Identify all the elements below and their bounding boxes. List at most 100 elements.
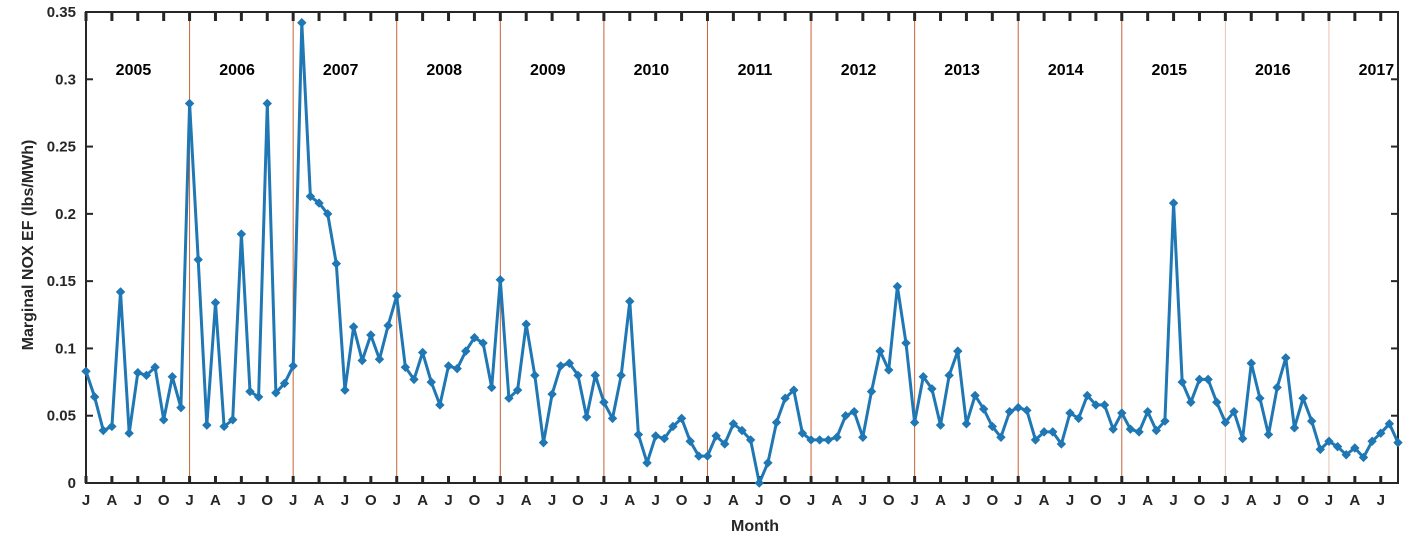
data-point [668, 421, 678, 432]
year-labels: 2005 2006 2007 2008 2009 2010 2011 2012 2013 2014… [116, 62, 1395, 79]
data-point [1289, 423, 1300, 433]
data-point [1022, 405, 1032, 416]
x-tick-label: A [1246, 492, 1257, 509]
data-point [1229, 406, 1239, 417]
data-point [279, 378, 290, 389]
data-point [461, 346, 471, 356]
x-tick-label: J [807, 492, 815, 509]
data-point [400, 362, 411, 372]
data-point [504, 393, 514, 403]
data-point [392, 291, 402, 301]
data-point [452, 363, 462, 374]
data-point [1393, 437, 1403, 448]
y-tick-label: 0.3 [55, 71, 76, 88]
x-tick-label: O [158, 492, 170, 509]
data-point [754, 478, 764, 488]
y-tick-label: 0.05 [47, 408, 76, 425]
data-point [1186, 397, 1196, 407]
x-tick-label: A [1349, 492, 1360, 509]
year-label: 2008 [426, 62, 462, 79]
x-tick-label: A [1142, 492, 1153, 509]
year-label: 2014 [1048, 62, 1084, 79]
year-label: 2005 [116, 62, 152, 79]
data-point [1376, 428, 1386, 438]
x-tick-label: J [82, 492, 90, 509]
y-tick-label: 0.35 [47, 4, 76, 21]
data-point [1039, 427, 1049, 437]
series-line [84, 21, 1400, 485]
data-point [348, 322, 359, 332]
data-point [530, 370, 540, 381]
data-point [659, 433, 670, 444]
data-point [1117, 408, 1127, 418]
x-tick-label: A [832, 492, 843, 509]
data-point [573, 370, 583, 381]
data-point [98, 425, 108, 436]
x-tick-label: J [1066, 492, 1074, 509]
data-point [780, 393, 790, 403]
data-point [253, 392, 264, 402]
data-point [814, 435, 825, 445]
data-point [176, 402, 186, 413]
data-point [884, 365, 894, 375]
data-point [590, 370, 600, 381]
data-point [1263, 429, 1274, 440]
data-point [1281, 353, 1291, 363]
data-point [1142, 406, 1153, 417]
data-point [443, 361, 454, 371]
data-point [987, 421, 998, 432]
axes: 00.050.10.150.20.250.30.35J A J O J A J O J A J O J A… [47, 4, 1399, 509]
data-point [996, 432, 1006, 442]
data-point [417, 347, 428, 358]
data-point [961, 419, 972, 429]
data-point [202, 420, 212, 430]
data-point [685, 436, 695, 446]
x-tick-label: O [572, 492, 584, 509]
x-tick-label: O [883, 492, 895, 509]
year-label: 2006 [219, 62, 255, 79]
data-point [823, 435, 834, 445]
data-point [357, 355, 367, 366]
data-point [271, 388, 281, 398]
year-label: 2007 [323, 62, 359, 79]
x-tick-label: A [935, 492, 946, 509]
data-point [1013, 402, 1023, 413]
series-layer [81, 18, 1403, 488]
data-point [1056, 439, 1067, 449]
data-point [314, 198, 324, 208]
data-point [1220, 417, 1231, 428]
data-point [1082, 390, 1092, 401]
data-point [1203, 374, 1213, 385]
data-point [556, 361, 566, 371]
data-point [650, 431, 661, 441]
data-point [840, 411, 851, 421]
x-tick-label: J [755, 492, 763, 509]
data-point [1099, 400, 1110, 410]
data-point [331, 258, 342, 269]
data-point [581, 412, 592, 422]
x-tick-label: J [1118, 492, 1126, 509]
y-tick-label: 0.2 [55, 206, 76, 223]
data-point [150, 362, 160, 372]
x-tick-label: A [728, 492, 739, 509]
data-point [486, 382, 497, 393]
data-point [1048, 427, 1058, 437]
x-tick-label: O [1194, 492, 1206, 509]
data-point [1073, 413, 1084, 424]
x-tick-label: J [1221, 492, 1229, 509]
year-label: 2009 [530, 62, 566, 79]
data-point [495, 275, 506, 285]
data-point [478, 338, 488, 348]
x-tick-label: J [652, 492, 660, 509]
data-point [1237, 433, 1248, 444]
data-point [236, 229, 247, 239]
x-tick-label: J [393, 492, 401, 509]
x-tick-label: J [703, 492, 711, 509]
y-tick-label: 0 [68, 475, 76, 492]
data-point [616, 370, 626, 381]
data-point [409, 374, 419, 385]
x-tick-label: J [859, 492, 867, 509]
data-point [875, 346, 885, 356]
data-point [625, 296, 635, 307]
data-point [288, 361, 298, 371]
